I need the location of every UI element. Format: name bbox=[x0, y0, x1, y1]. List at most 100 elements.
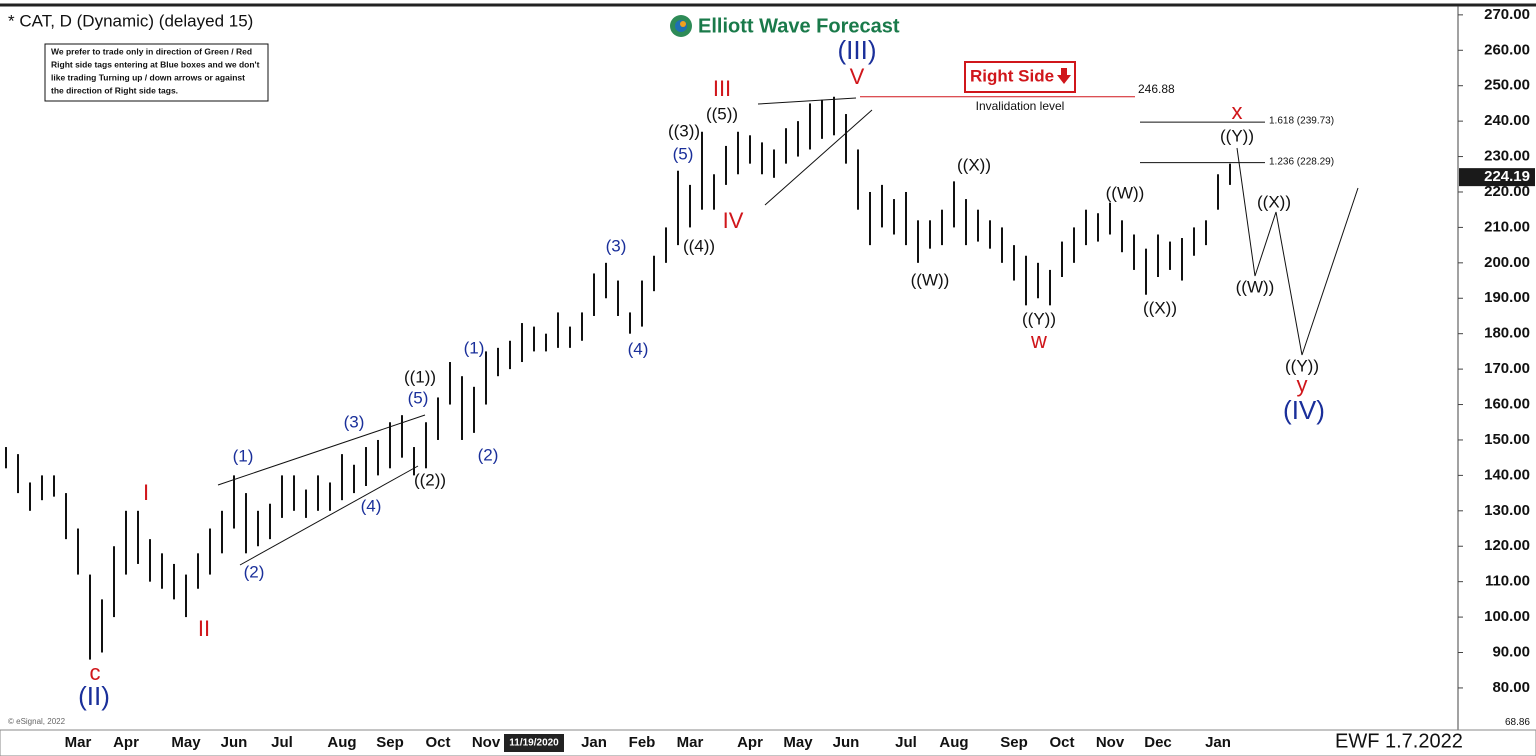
x-tick-label: 11/19/2020 bbox=[509, 738, 559, 749]
x-tick-label: Jun bbox=[833, 734, 860, 751]
wave-label: II bbox=[198, 616, 210, 641]
wave-label: ((W)) bbox=[1106, 183, 1145, 202]
x-tick-label: Apr bbox=[113, 734, 139, 751]
y-tick-label: 150.00 bbox=[1484, 431, 1530, 448]
x-tick-label: Mar bbox=[65, 734, 92, 751]
footer: EWF 1.7.2022 bbox=[1335, 730, 1463, 752]
wave-label: ((Y)) bbox=[1220, 126, 1254, 145]
wave-label: III bbox=[713, 76, 731, 101]
wave-label: w bbox=[1030, 328, 1047, 353]
wave-label: ((5)) bbox=[706, 104, 738, 123]
x-tick-label: Aug bbox=[327, 734, 356, 751]
x-tick-label: Feb bbox=[629, 734, 656, 751]
x-tick-label: Sep bbox=[1000, 734, 1028, 751]
x-axis-band bbox=[0, 729, 1536, 756]
x-tick-label: May bbox=[171, 734, 201, 751]
wave-label: (4) bbox=[628, 339, 649, 358]
wave-label: ((W)) bbox=[911, 270, 950, 289]
y-min-label: 68.86 bbox=[1505, 717, 1530, 728]
x-tick-label: May bbox=[783, 734, 813, 751]
right-side-tag: Right Side bbox=[970, 66, 1054, 85]
x-tick-label: Oct bbox=[425, 734, 450, 751]
wave-label: (4) bbox=[361, 496, 382, 515]
invalidation-value: 246.88 bbox=[1138, 82, 1175, 96]
note-line: the direction of Right side tags. bbox=[51, 85, 178, 95]
y-tick-label: 110.00 bbox=[1485, 573, 1530, 590]
x-tick-label: Dec bbox=[1144, 734, 1172, 751]
wedge-line bbox=[764, 109, 873, 206]
y-tick-label: 140.00 bbox=[1484, 466, 1530, 483]
down-arrow bbox=[1057, 68, 1071, 84]
y-tick-label: 180.00 bbox=[1484, 325, 1530, 342]
wave-label: x bbox=[1232, 99, 1243, 124]
wave-label: ((X)) bbox=[957, 155, 991, 174]
wave-label: ((2)) bbox=[414, 470, 446, 489]
wave-label: I bbox=[143, 480, 149, 505]
y-tick-label: 250.00 bbox=[1484, 77, 1530, 94]
x-tick-label: Nov bbox=[472, 734, 501, 751]
logo-icon bbox=[680, 21, 686, 27]
y-tick-label: 210.00 bbox=[1484, 218, 1530, 235]
logo bbox=[670, 15, 692, 37]
y-tick-label: 200.00 bbox=[1484, 254, 1530, 271]
note-line: Right side tags entering at Blue boxes a… bbox=[51, 59, 260, 69]
wave-label: c bbox=[90, 660, 101, 685]
last-price-label: 224.19 bbox=[1484, 168, 1530, 185]
wave-label: (IV) bbox=[1283, 395, 1325, 425]
note-box bbox=[44, 43, 269, 102]
wave-label: (5) bbox=[408, 388, 429, 407]
y-tick-label: 160.00 bbox=[1484, 396, 1530, 413]
wave-label: ((Y)) bbox=[1285, 356, 1319, 375]
x-tick-label: Jun bbox=[221, 734, 248, 751]
y-tick-label: 260.00 bbox=[1484, 41, 1530, 58]
wave-label: V bbox=[850, 64, 865, 89]
wave-label: y bbox=[1297, 372, 1308, 397]
y-tick-label: 90.00 bbox=[1492, 643, 1530, 660]
x-tick-label: Oct bbox=[1049, 734, 1074, 751]
source: © eSignal, 2022 bbox=[8, 717, 66, 726]
x-tick-label: Jan bbox=[1205, 734, 1231, 751]
y-tick-label: 220.00 bbox=[1484, 183, 1530, 200]
fib-label: 1.618 (239.73) bbox=[1269, 116, 1334, 127]
wave-label: ((1)) bbox=[404, 367, 436, 386]
y-tick-label: 270.00 bbox=[1484, 6, 1530, 23]
x-tick-label: Jul bbox=[895, 734, 917, 751]
x-tick-label: Mar bbox=[677, 734, 704, 751]
y-tick-label: 230.00 bbox=[1484, 148, 1530, 165]
cursor-date-box bbox=[504, 734, 564, 752]
fib-label: 1.236 (228.29) bbox=[1269, 156, 1334, 167]
wave-label: IV bbox=[723, 208, 744, 233]
x-tick-label: Aug bbox=[939, 734, 968, 751]
y-tick-label: 240.00 bbox=[1484, 112, 1530, 129]
projection-path bbox=[1236, 147, 1359, 356]
note-line: We prefer to trade only in direction of … bbox=[51, 46, 252, 56]
y-tick-label: 130.00 bbox=[1484, 502, 1530, 519]
right-side-box bbox=[964, 61, 1076, 93]
wave-label: (3) bbox=[344, 412, 365, 431]
wave-label: (1) bbox=[233, 446, 254, 465]
wave-label: (II) bbox=[78, 681, 110, 711]
invalidation-text: Invalidation level bbox=[976, 99, 1065, 113]
wedge-line bbox=[239, 465, 419, 566]
y-tick-label: 190.00 bbox=[1484, 289, 1530, 306]
wave-label: (5) bbox=[673, 144, 694, 163]
chart-title: * CAT, D (Dynamic) (delayed 15) bbox=[8, 11, 253, 30]
wave-label: ((X)) bbox=[1257, 192, 1291, 211]
x-tick-label: Apr bbox=[737, 734, 763, 751]
x-tick-label: Jul bbox=[271, 734, 293, 751]
note-line: like trading Turning up / down arrows or… bbox=[51, 72, 245, 82]
wedge-line bbox=[757, 97, 857, 105]
x-tick-label: Jan bbox=[581, 734, 607, 751]
x-tick-label: Sep bbox=[376, 734, 404, 751]
last-price-box bbox=[1459, 168, 1535, 187]
wave-label: ((Y)) bbox=[1022, 309, 1056, 328]
y-tick-label: 100.00 bbox=[1484, 608, 1530, 625]
y-tick-label: 80.00 bbox=[1492, 679, 1530, 696]
wave-label: ((3)) bbox=[668, 121, 700, 140]
x-tick-label: Nov bbox=[1096, 734, 1125, 751]
y-tick-label: 120.00 bbox=[1484, 537, 1530, 554]
y-tick-label: 170.00 bbox=[1484, 360, 1530, 377]
